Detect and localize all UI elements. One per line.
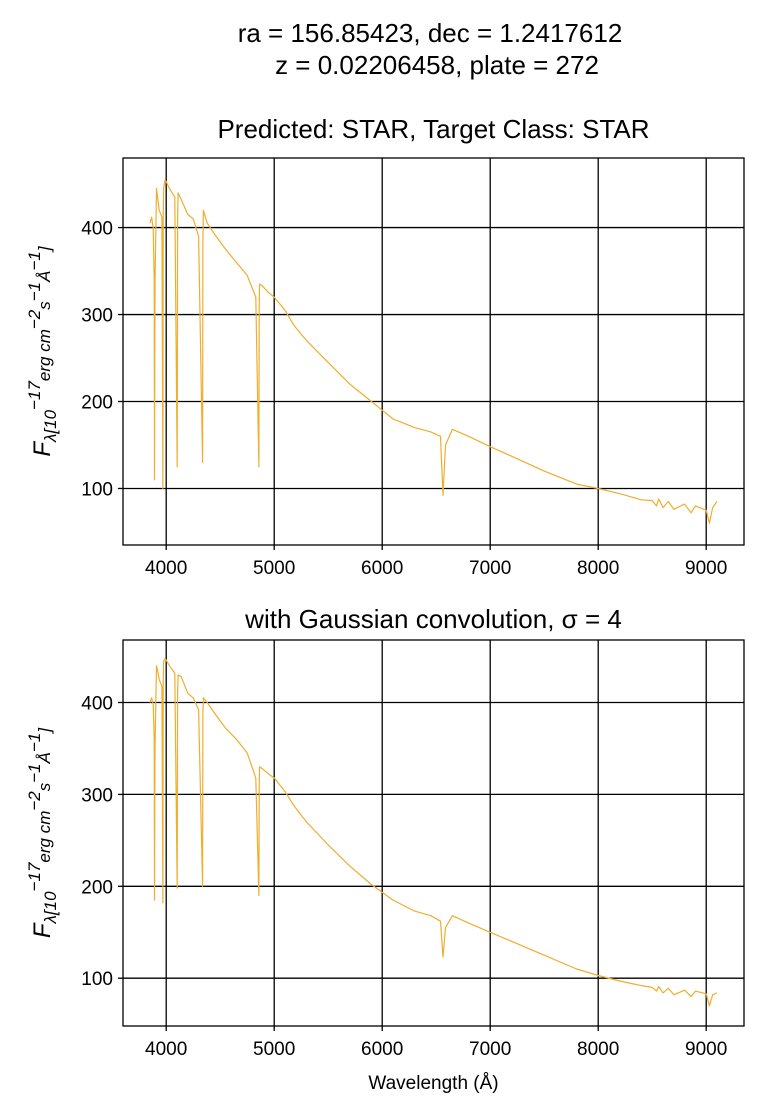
x-tick-label: 7000 [469, 1039, 511, 1060]
suptitle-line-1: ra = 156.85423, dec = 1.2417612 [238, 18, 623, 48]
x-tick-label: 4000 [145, 1039, 187, 1060]
suptitle-line-2: z = 0.02206458, plate = 272 [275, 50, 599, 80]
x-tick-label: 5000 [253, 1039, 295, 1060]
x-tick-label: 9000 [685, 1039, 727, 1060]
x-tick-label: 6000 [361, 1039, 403, 1060]
x-tick-label: 4000 [145, 558, 187, 579]
panel-title: Predicted: STAR, Target Class: STAR [217, 114, 649, 144]
x-axis-label: Wavelength (Å) [368, 1073, 498, 1094]
x-tick-label: 5000 [253, 558, 295, 579]
top-panel: Predicted: STAR, Target Class: STAR 4000 5… [25, 114, 745, 579]
y-axis-label: Fλ[10−17erg cm−2s−1Å−1] [25, 727, 60, 939]
bottom-panel: with Gaussian convolution, σ = 4 4000 5000… [25, 604, 745, 1094]
y-tick-label: 200 [81, 877, 113, 898]
y-tick-label: 400 [81, 219, 113, 240]
x-tick-label: 8000 [577, 1039, 619, 1060]
spectrum-line [149, 657, 718, 1007]
y-tick-label: 100 [81, 479, 113, 500]
y-axis-label: Fλ[10−17erg cm−2s−1Å−1] [25, 245, 60, 457]
x-tick-label: 7000 [469, 558, 511, 579]
x-tick-label: 9000 [685, 558, 727, 579]
y-tick-label: 300 [81, 785, 113, 806]
panel-title: with Gaussian convolution, σ = 4 [244, 604, 622, 634]
x-tick-label: 6000 [361, 558, 403, 579]
y-tick-label: 100 [81, 969, 113, 990]
y-tick-label: 200 [81, 393, 113, 414]
y-tick-label: 400 [81, 693, 113, 714]
spectrum-line [149, 179, 718, 524]
y-tick-label: 300 [81, 306, 113, 327]
x-tick-label: 8000 [577, 558, 619, 579]
axes-frame [122, 639, 745, 1027]
axes-frame [122, 157, 745, 546]
